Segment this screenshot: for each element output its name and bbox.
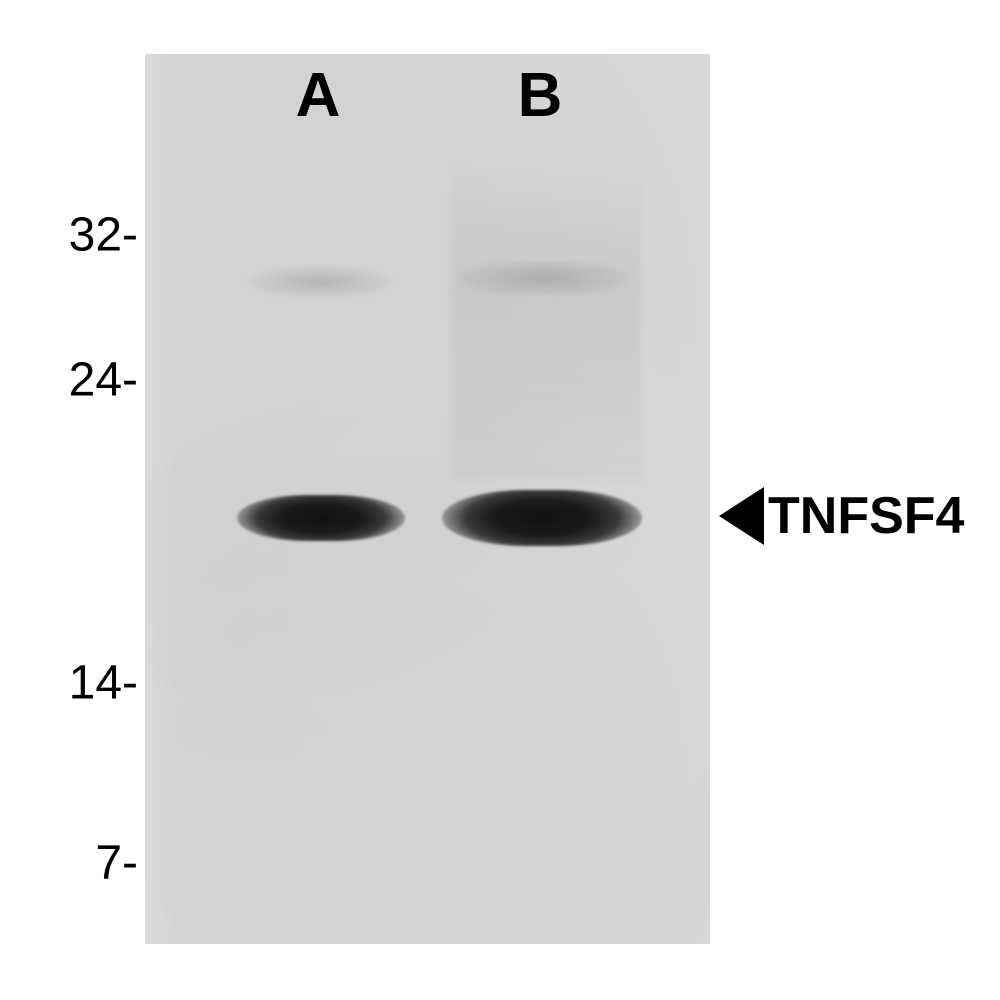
lane-b-smear xyxy=(452,160,642,480)
marker-value: 24 xyxy=(69,354,122,407)
marker-dash: - xyxy=(122,657,138,710)
lane-a-main-band xyxy=(237,495,405,541)
marker-label-24: 24- xyxy=(28,353,138,408)
marker-dash: - xyxy=(122,209,138,262)
marker-value: 14 xyxy=(69,657,122,710)
lane-label-b: B xyxy=(518,60,563,131)
figure-canvas: A B 32- 24- 14- 7- TNFSF4 xyxy=(0,0,1000,1000)
lane-a-faint-band xyxy=(250,268,390,296)
marker-label-14: 14- xyxy=(28,656,138,711)
marker-label-32: 32- xyxy=(28,208,138,263)
marker-value: 32 xyxy=(69,209,122,262)
marker-dash: - xyxy=(122,354,138,407)
lane-b-main-band xyxy=(442,490,642,546)
marker-value: 7 xyxy=(95,837,122,890)
lane-b-faint-band xyxy=(460,262,630,294)
target-protein-label: TNFSF4 xyxy=(768,486,964,546)
marker-dash: - xyxy=(122,837,138,890)
target-arrow: TNFSF4 xyxy=(719,486,964,546)
lane-label-a: A xyxy=(296,60,341,131)
arrowhead-left-icon xyxy=(719,487,764,545)
marker-label-7: 7- xyxy=(28,836,138,891)
blot-edge-highlight xyxy=(145,54,175,944)
